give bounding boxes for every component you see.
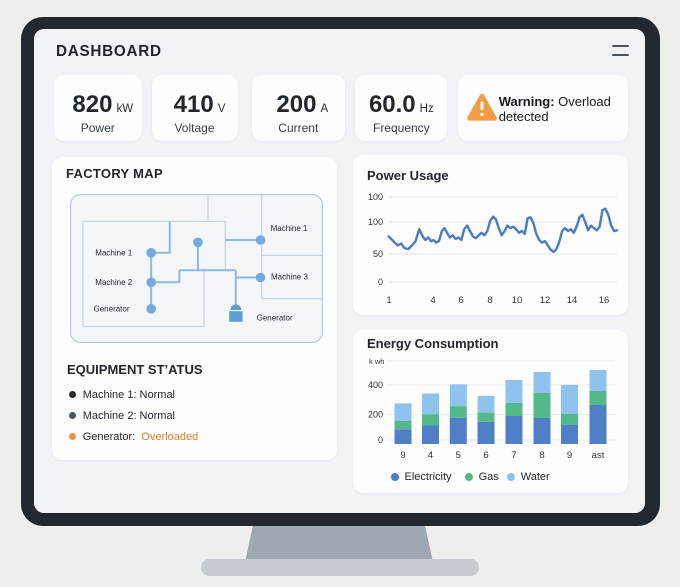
svg-text:1: 1	[386, 295, 391, 306]
svg-text:12: 12	[540, 295, 551, 306]
svg-text:7: 7	[511, 450, 516, 461]
svg-text:8: 8	[539, 450, 544, 461]
svg-text:16: 16	[599, 295, 610, 306]
svg-text:Machine 1: Machine 1	[95, 249, 132, 258]
svg-text:ast: ast	[592, 450, 605, 461]
svg-text:Machine 2: Machine 2	[95, 278, 132, 287]
svg-text:100: 100	[368, 192, 383, 202]
svg-text:400: 400	[368, 380, 383, 390]
svg-text:5: 5	[456, 450, 461, 461]
svg-text:9: 9	[400, 450, 405, 461]
svg-text:6: 6	[483, 450, 488, 461]
svg-text:4: 4	[428, 450, 433, 461]
svg-text:Machine 3: Machine 3	[271, 273, 308, 282]
svg-text:6: 6	[458, 295, 463, 306]
svg-text:9: 9	[567, 450, 572, 461]
svg-text:50: 50	[373, 249, 383, 259]
svg-text:4: 4	[430, 295, 435, 306]
svg-text:10: 10	[512, 295, 523, 306]
svg-text:100: 100	[368, 217, 383, 227]
svg-text:8: 8	[487, 295, 492, 306]
svg-text:200: 200	[368, 410, 383, 420]
svg-text:0: 0	[378, 277, 383, 287]
svg-text:14: 14	[567, 295, 578, 306]
svg-text:Generator: Generator	[257, 314, 293, 323]
svg-text:Generator: Generator	[94, 305, 130, 314]
svg-text:k wh: k wh	[369, 357, 384, 366]
svg-text:Machine 1: Machine 1	[271, 224, 308, 233]
svg-text:0: 0	[378, 435, 383, 445]
